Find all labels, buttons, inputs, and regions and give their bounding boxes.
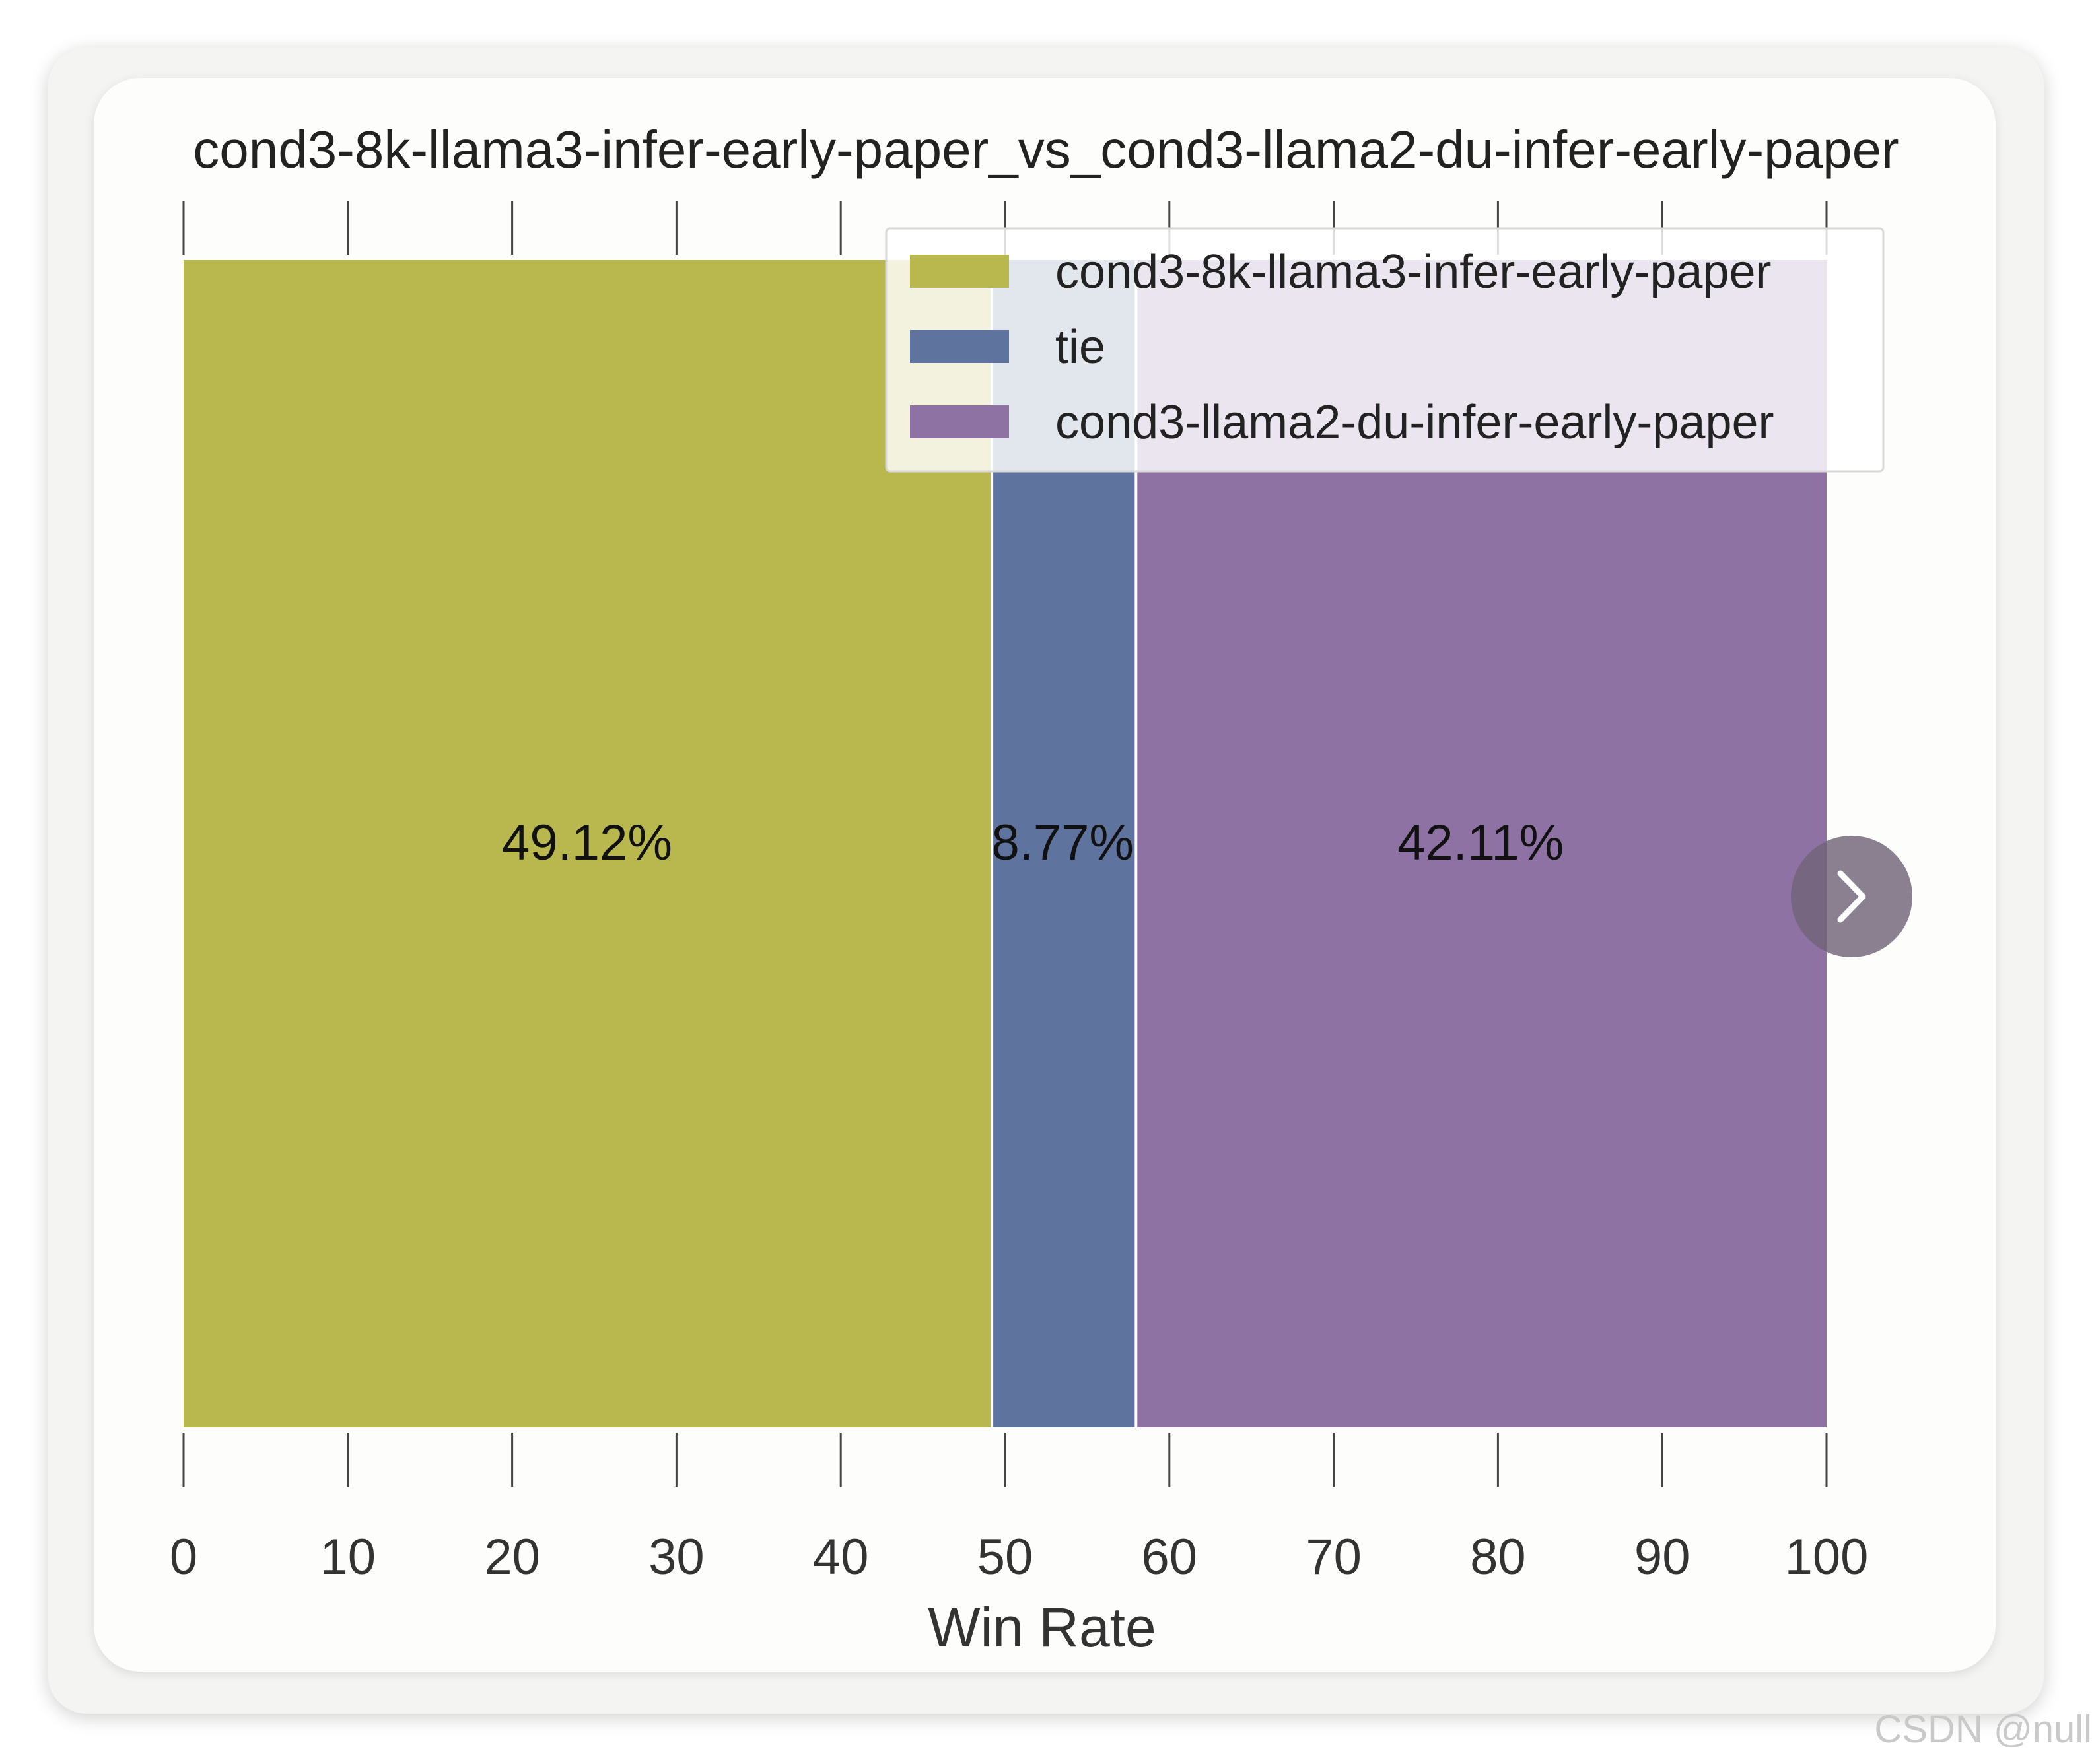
bar-value-label-3: 42.11% <box>1397 815 1564 871</box>
x-tick-label-30: 30 <box>648 1529 705 1585</box>
bar-value-label-1: 49.12% <box>502 815 672 871</box>
bar-labels: 49.12% 8.77% 42.11% <box>502 815 1564 871</box>
x-tick-label-60: 60 <box>1142 1529 1198 1585</box>
x-tick-label-100: 100 <box>1785 1529 1869 1585</box>
x-tick-label-50: 50 <box>977 1529 1033 1585</box>
legend: cond3-8k-llama3-infer-early-paper tie cond… <box>885 227 1885 473</box>
x-tick-label-10: 10 <box>320 1529 376 1585</box>
x-axis-label: Win Rate <box>928 1596 1156 1658</box>
legend-swatch-1 <box>910 255 1009 288</box>
x-tick-label-20: 20 <box>484 1529 540 1585</box>
chart-title: cond3-8k-llama3-infer-early-paper_vs_con… <box>193 120 1899 179</box>
watermark: CSDN @null <box>1874 1708 2092 1751</box>
x-tick-label-90: 90 <box>1634 1529 1691 1585</box>
next-button[interactable] <box>1791 836 1912 957</box>
bar-value-label-2: 8.77% <box>991 815 1134 871</box>
x-tick-label-70: 70 <box>1306 1529 1362 1585</box>
bars <box>184 260 1827 1427</box>
x-tick-label-0: 0 <box>170 1529 197 1585</box>
legend-label-2: tie <box>1055 321 1105 374</box>
legend-box <box>885 227 1885 473</box>
legend-swatch-3 <box>910 405 1009 438</box>
chevron-right-icon <box>1837 870 1866 923</box>
legend-label-3: cond3-llama2-du-infer-early-paper <box>1055 396 1774 449</box>
bar-segment-1 <box>184 260 991 1427</box>
bottom-tick-marks <box>182 1433 1828 1487</box>
x-tick-label-40: 40 <box>813 1529 869 1585</box>
legend-swatch-2 <box>910 330 1009 363</box>
x-tick-labels: 0 10 20 30 40 50 60 70 80 90 100 <box>170 1529 1869 1585</box>
legend-label-1: cond3-8k-llama3-infer-early-paper <box>1055 246 1771 298</box>
x-tick-label-80: 80 <box>1470 1529 1526 1585</box>
